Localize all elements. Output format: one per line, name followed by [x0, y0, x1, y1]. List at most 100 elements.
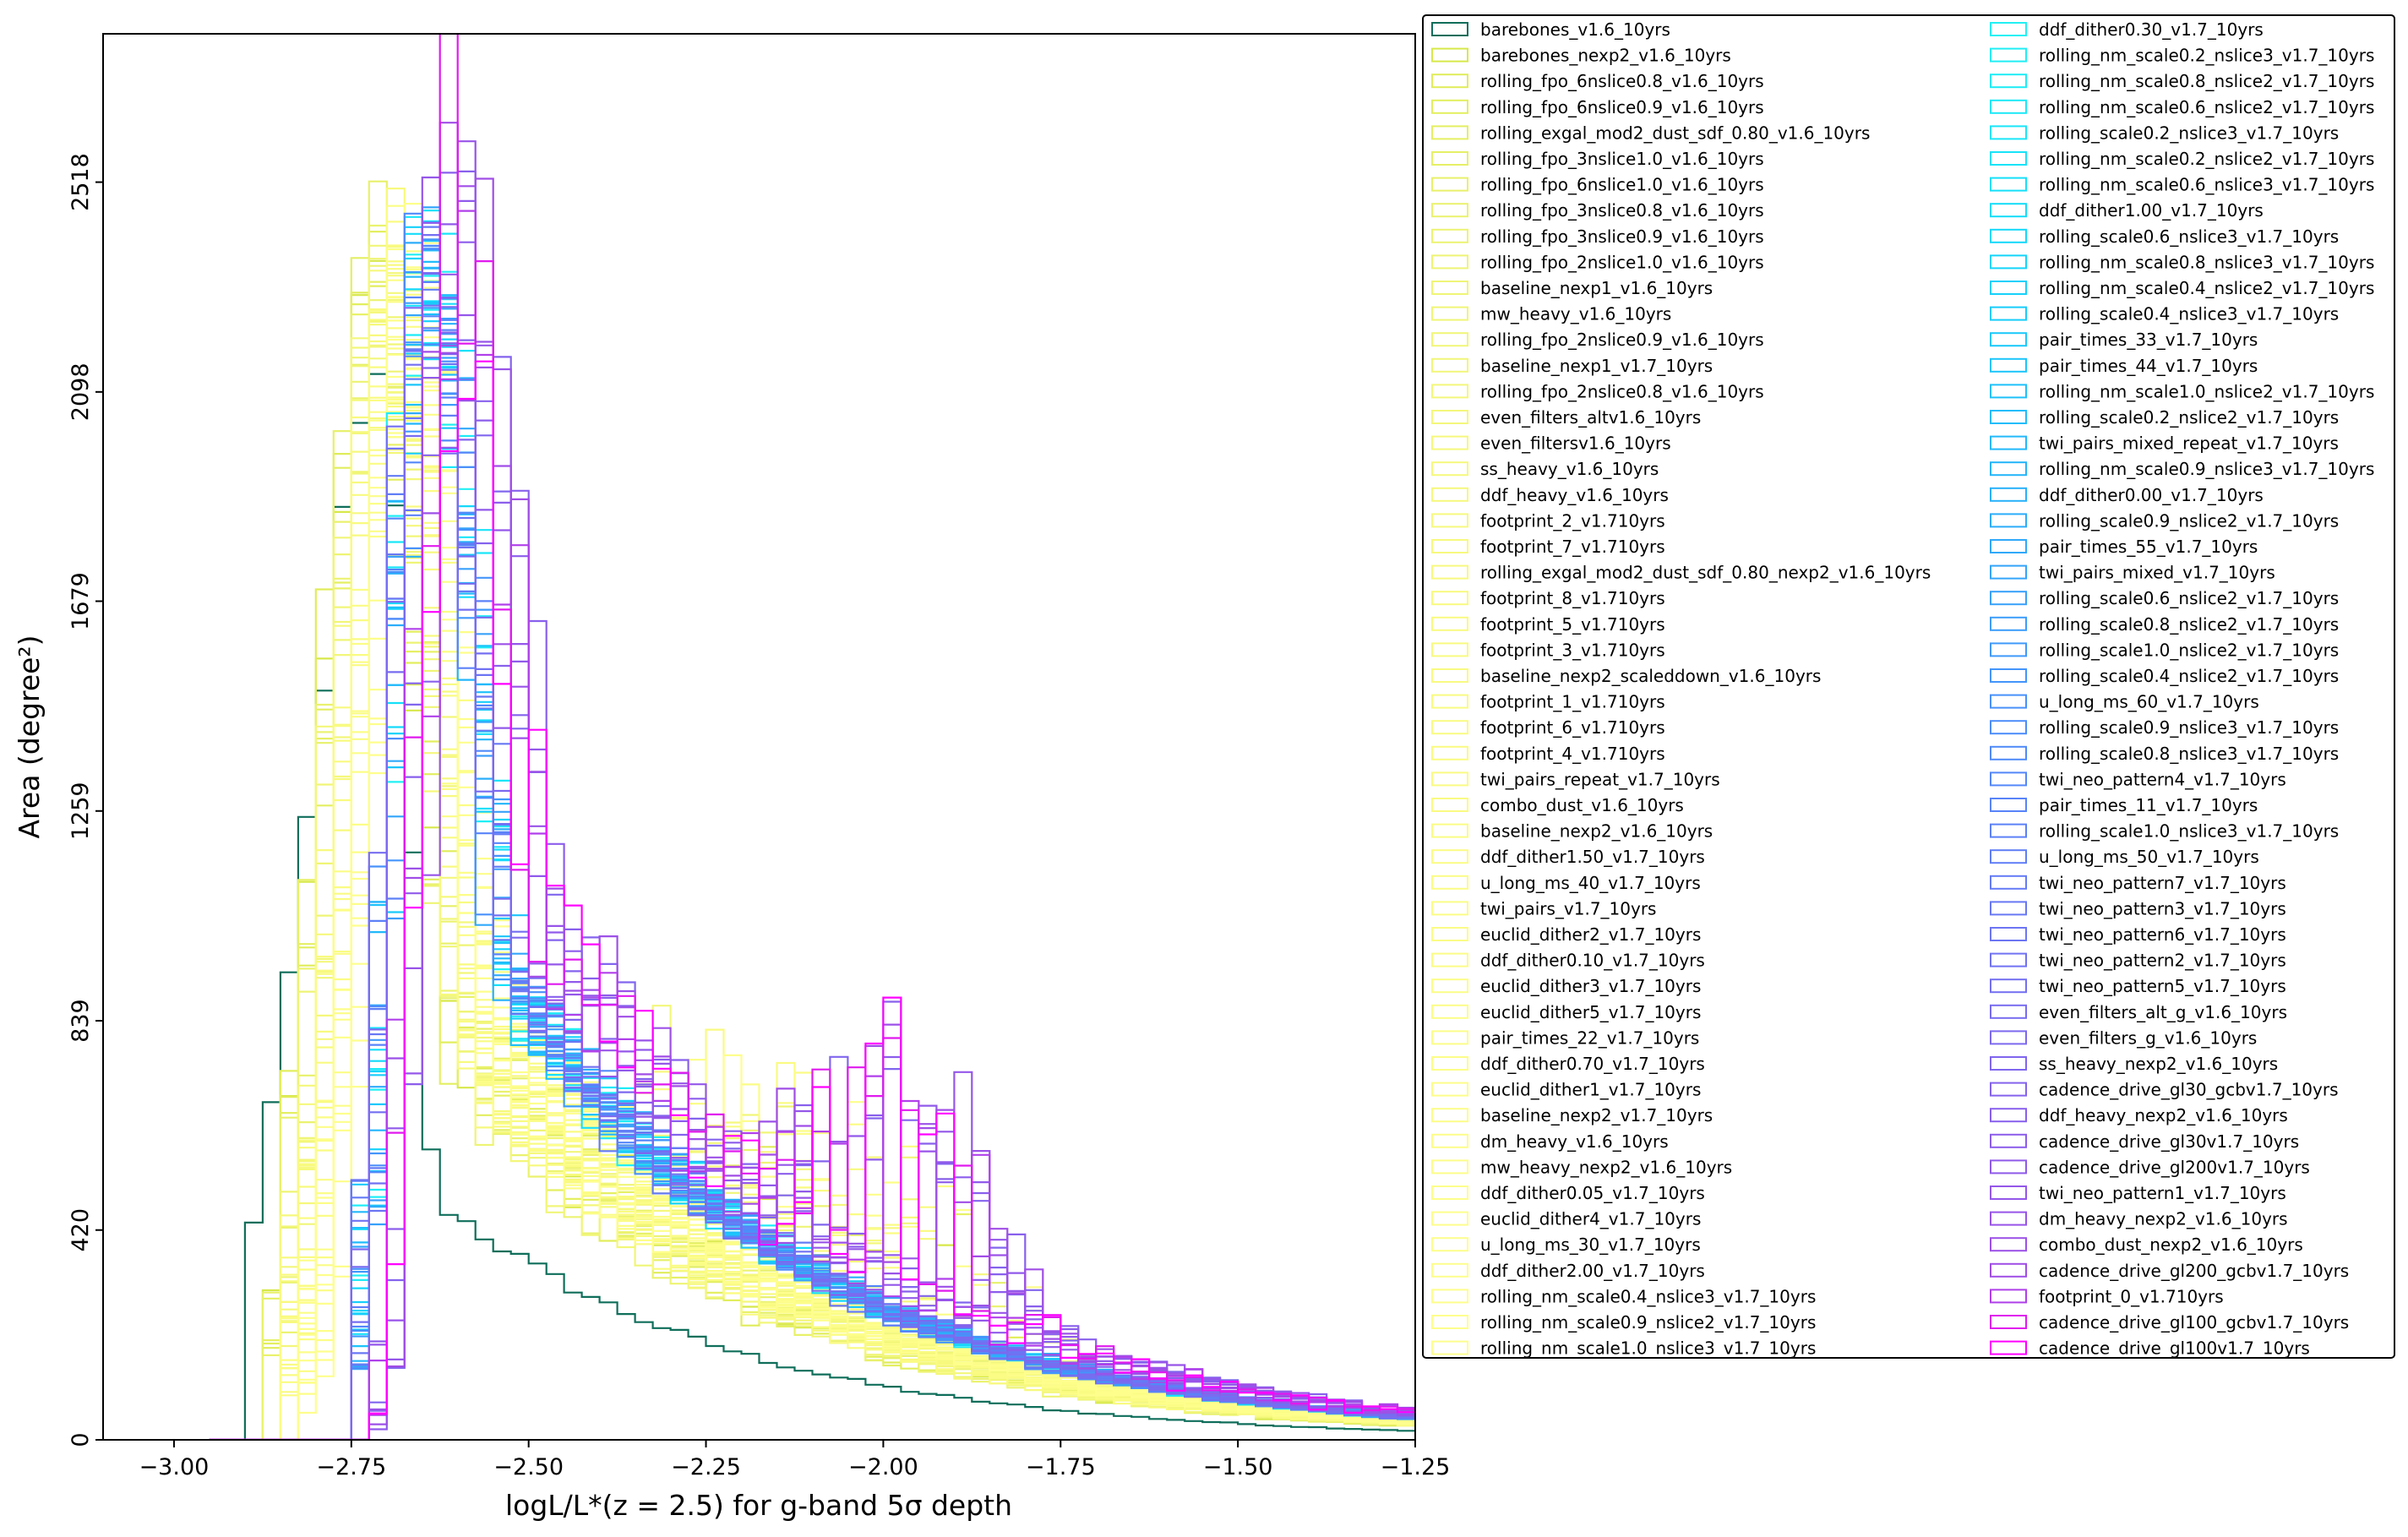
legend-swatch [1990, 1004, 2027, 1019]
legend-swatch [1431, 513, 1468, 528]
legend-swatch [1990, 22, 2027, 36]
plot-frame [102, 33, 1416, 1441]
legend-swatch [1431, 1004, 1468, 1019]
histogram-series [209, 221, 1415, 1440]
legend-entry-label: footprint_1_v1.710yrs [1480, 692, 1665, 712]
legend-entry-label: ss_heavy_nexp2_v1.6_10yrs [2039, 1054, 2278, 1074]
legend-entry-label: dm_heavy_nexp2_v1.6_10yrs [2039, 1209, 2288, 1229]
legend-swatch [1431, 849, 1468, 864]
legend-swatch [1990, 47, 2027, 63]
legend-entry-label: dm_heavy_v1.6_10yrs [1480, 1131, 1669, 1152]
legend-swatch [1990, 849, 2027, 864]
legend-swatch [1431, 823, 1468, 838]
legend-swatch [1431, 564, 1468, 580]
legend-swatch [1431, 1289, 1468, 1304]
legend-swatch [1431, 410, 1468, 424]
legend-swatch [1431, 357, 1468, 373]
legend-entry-label: rolling_fpo_3nslice1.0_v1.6_10yrs [1480, 149, 1764, 169]
legend-swatch [1990, 1056, 2027, 1071]
legend-swatch [1431, 203, 1468, 218]
legend-swatch [1990, 1133, 2027, 1148]
legend-swatch [1431, 74, 1468, 89]
legend-entry-label: twi_neo_pattern7_v1.7_10yrs [2039, 873, 2286, 893]
legend-swatch [1990, 357, 2027, 373]
legend-swatch [1990, 125, 2027, 140]
legend-entry-label: footprint_5_v1.710yrs [1480, 614, 1665, 635]
legend-swatch [1990, 823, 2027, 838]
legend-swatch [1990, 99, 2027, 114]
legend-swatch [1990, 1108, 2027, 1123]
legend-entry-label: twi_neo_pattern5_v1.7_10yrs [2039, 976, 2286, 996]
legend-entry-label: rolling_scale0.2_nslice3_v1.7_10yrs [2039, 123, 2339, 143]
legend-entry-label: euclid_dither1_v1.7_10yrs [1480, 1080, 1701, 1100]
legend-swatch [1990, 798, 2027, 812]
legend-entry-label: rolling_scale1.0_nslice3_v1.7_10yrs [2039, 821, 2339, 842]
x-axis-label: logL/L*(z = 2.5) for g-band 5σ depth [505, 1489, 1012, 1522]
legend-swatch [1431, 642, 1468, 657]
legend-swatch [1990, 228, 2027, 243]
legend-entry-label: pair_times_55_v1.7_10yrs [2039, 537, 2258, 557]
legend-entry-label: rolling_scale0.6_nslice2_v1.7_10yrs [2039, 588, 2339, 608]
legend-swatch [1990, 745, 2027, 760]
legend-entry-label: ddf_heavy_nexp2_v1.6_10yrs [2039, 1105, 2288, 1125]
x-tick-label: −1.75 [1026, 1454, 1096, 1480]
legend-entry-label: baseline_nexp2_v1.6_10yrs [1480, 821, 1713, 842]
legend-entry-label: cadence_drive_gl30v1.7_10yrs [2039, 1131, 2299, 1152]
legend-swatch [1431, 694, 1468, 709]
y-tick-label: 2098 [68, 362, 94, 421]
legend-swatch [1990, 978, 2027, 994]
legend-entry-label: even_filters_alt_g_v1.6_10yrs [2039, 1002, 2287, 1022]
legend-entry-label: mw_heavy_v1.6_10yrs [1480, 304, 1671, 324]
legend-swatch [1990, 177, 2027, 192]
legend-swatch [1431, 487, 1468, 502]
legend-swatch [1990, 410, 2027, 424]
legend-entry-label: rolling_scale0.8_nslice3_v1.7_10yrs [2039, 744, 2339, 764]
y-tick-label: 839 [68, 999, 94, 1043]
legend-swatch [1990, 1340, 2027, 1355]
legend-entry-label: u_long_ms_60_v1.7_10yrs [2039, 692, 2259, 712]
legend-entry-label: rolling_scale0.8_nslice2_v1.7_10yrs [2039, 614, 2339, 635]
legend-entry-label: u_long_ms_30_v1.7_10yrs [1480, 1235, 1701, 1255]
legend-swatch [1431, 1211, 1468, 1226]
legend-swatch [1990, 1030, 2027, 1045]
histogram-series-group [209, 34, 1415, 1440]
legend-swatch [1990, 564, 2027, 580]
legend-swatch [1431, 1056, 1468, 1071]
legend-swatch [1990, 1185, 2027, 1200]
legend-swatch [1990, 616, 2027, 631]
legend-entry-label: rolling_nm_scale0.6_nslice2_v1.7_10yrs [2039, 97, 2374, 117]
legend-entry-label: rolling_nm_scale0.8_nslice2_v1.7_10yrs [2039, 71, 2374, 91]
legend-swatch [1431, 1133, 1468, 1148]
legend-swatch [1431, 591, 1468, 606]
legend-entry-label: rolling_fpo_2nslice1.0_v1.6_10yrs [1480, 252, 1764, 272]
legend-entry-label: rolling_fpo_6nslice1.0_v1.6_10yrs [1480, 175, 1764, 195]
legend-swatch [1431, 281, 1468, 295]
legend-entry-label: ddf_dither0.05_v1.7_10yrs [1480, 1183, 1705, 1203]
legend-entry-label: twi_pairs_mixed_repeat_v1.7_10yrs [2039, 433, 2339, 454]
legend-entry-label: rolling_scale0.2_nslice2_v1.7_10yrs [2039, 407, 2339, 428]
legend-swatch [1990, 720, 2027, 735]
histogram-series [209, 360, 1415, 1440]
x-axis: −3.00 −2.75 −2.50 −2.25 −2.00 −1.75 −1.50 −1.25 [139, 1440, 1451, 1480]
legend-entry-label: baseline_nexp2_v1.7_10yrs [1480, 1105, 1713, 1125]
legend-swatch [1990, 1315, 2027, 1329]
legend-entry-label: rolling_fpo_6nslice0.9_v1.6_10yrs [1480, 97, 1764, 117]
legend-swatch [1990, 254, 2027, 270]
legend-swatch [1431, 1159, 1468, 1175]
legend-entry-label: ddf_dither0.30_v1.7_10yrs [2039, 19, 2264, 40]
legend-entry-label: baseline_nexp1_v1.6_10yrs [1480, 278, 1713, 298]
legend-swatch [1431, 875, 1468, 890]
legend-swatch [1431, 1185, 1468, 1200]
x-tick-label: −1.50 [1203, 1454, 1273, 1480]
y-tick-label: 420 [68, 1208, 94, 1252]
legend-entry-label: barebones_v1.6_10yrs [1480, 19, 1670, 40]
legend-entry-label: euclid_dither2_v1.7_10yrs [1480, 924, 1701, 945]
legend-entry-label: rolling_scale0.4_nslice3_v1.7_10yrs [2039, 304, 2339, 324]
legend-swatch [1431, 435, 1468, 450]
legend-swatch [1990, 1159, 2027, 1175]
legend-entry-label: euclid_dither5_v1.7_10yrs [1480, 1002, 1701, 1022]
legend-swatch [1990, 1289, 2027, 1304]
legend-entry-label: even_filters_altv1.6_10yrs [1480, 407, 1701, 428]
x-tick-label: −1.25 [1381, 1454, 1451, 1480]
